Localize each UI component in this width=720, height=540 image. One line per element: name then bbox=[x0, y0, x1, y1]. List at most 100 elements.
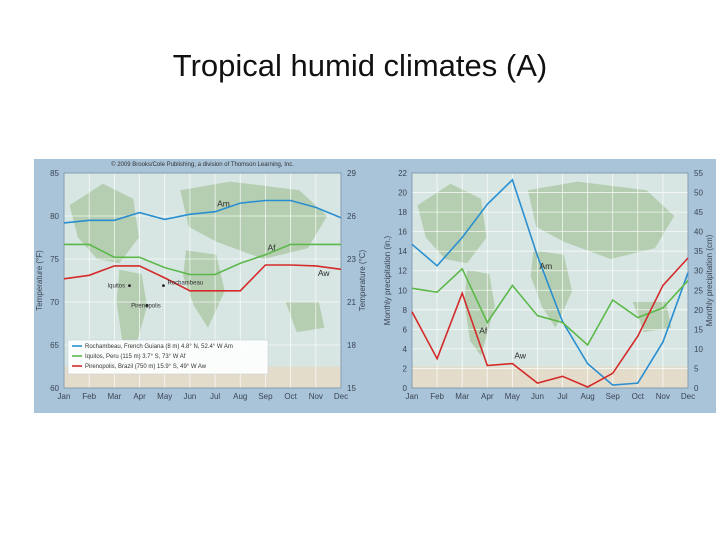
continent-shape bbox=[69, 183, 139, 264]
series-tag-aw: Aw bbox=[514, 351, 527, 361]
series-line-af bbox=[411, 267, 689, 347]
x-tick-label: Jul bbox=[557, 392, 567, 401]
legend: Rochambeau, French Guiana (8 m) 4.8° N, … bbox=[67, 339, 269, 375]
precipitation-cm-axis-label: Monthly precipitation (cm) bbox=[705, 234, 714, 326]
x-tick-label: Dec bbox=[681, 392, 695, 401]
y-tick-label: 0 bbox=[403, 384, 408, 393]
legend-entry: Pirenopolis, Brazil (750 m) 15.9° S, 49°… bbox=[85, 364, 207, 370]
y2-tick-label: 15 bbox=[694, 325, 703, 334]
y2-tick-label: 21 bbox=[347, 298, 356, 307]
x-tick-label: Nov bbox=[309, 392, 323, 401]
place-label: Pirenopolis bbox=[131, 303, 161, 309]
legend-entry: Rochambeau, French Guiana (8 m) 4.8° N, … bbox=[85, 344, 233, 350]
y-tick-label: 70 bbox=[50, 298, 59, 307]
y-tick-label: 65 bbox=[50, 341, 59, 350]
y-tick-label: 6 bbox=[403, 325, 408, 334]
temperature-c-axis-label: Temperature (°C) bbox=[358, 249, 367, 311]
x-tick-label: Jun bbox=[183, 392, 196, 401]
y-tick-label: 14 bbox=[398, 247, 407, 256]
place-markers: Rochambeau Iquitos Pirenopolis bbox=[107, 281, 203, 310]
series-tags: Am Af Aw bbox=[479, 261, 552, 361]
continent-shape bbox=[530, 250, 573, 328]
series-tag-aw: Aw bbox=[318, 268, 331, 278]
x-tick-label: Dec bbox=[334, 392, 348, 401]
x-tick-label: Oct bbox=[632, 392, 645, 401]
place-dot bbox=[128, 284, 131, 288]
x-tick-label: Mar bbox=[107, 392, 121, 401]
slide-title: Tropical humid climates (A) bbox=[172, 48, 548, 83]
climate-charts-svg: Jan Feb Mar Apr May Jun Jul Aug Sep Oct Nov Dec8580… bbox=[35, 161, 714, 401]
series-line-am bbox=[63, 199, 342, 224]
legend-entry: Iquitos, Peru (115 m) 3.7° S, 73° W Af bbox=[85, 354, 186, 360]
continent-shape bbox=[183, 250, 225, 328]
y-tick-label: 22 bbox=[398, 169, 407, 178]
y2-tick-label: 26 bbox=[347, 212, 356, 221]
x-tick-label: Feb bbox=[430, 392, 444, 401]
x-tick-label: Aug bbox=[581, 392, 595, 401]
place-dot bbox=[145, 304, 149, 307]
place-dot bbox=[162, 284, 165, 288]
y-tick-label: 18 bbox=[398, 208, 407, 217]
legend-box bbox=[67, 339, 269, 375]
precipitation-ticks: Jan Feb Mar Apr May Jun Jul Aug Sep Oct Nov Dec2220… bbox=[398, 169, 703, 401]
y-tick-label: 20 bbox=[398, 189, 407, 198]
temperature-ticks: Jan Feb Mar Apr May Jun Jul Aug Sep Oct Nov Dec 85 80… bbox=[50, 169, 356, 401]
x-tick-label: Aug bbox=[233, 392, 247, 401]
y2-tick-label: 40 bbox=[694, 228, 703, 237]
y-tick-label: 85 bbox=[50, 169, 59, 178]
series-tag-am: Am bbox=[217, 199, 230, 209]
y2-tick-label: 23 bbox=[347, 255, 356, 264]
series-tag-am: Am bbox=[539, 261, 552, 271]
y2-tick-label: 45 bbox=[694, 208, 703, 217]
y2-tick-label: 35 bbox=[694, 247, 703, 256]
x-tick-label: May bbox=[157, 392, 172, 401]
x-tick-label: Feb bbox=[82, 392, 96, 401]
y-tick-label: 60 bbox=[50, 384, 59, 393]
y2-tick-label: 5 bbox=[694, 364, 699, 373]
series-tag-af: Af bbox=[479, 326, 488, 336]
temperature-series bbox=[63, 199, 342, 292]
y-tick-label: 80 bbox=[50, 212, 59, 221]
series-line-am bbox=[411, 178, 689, 386]
x-tick-label: May bbox=[505, 392, 520, 401]
y-tick-label: 10 bbox=[398, 286, 407, 295]
y2-tick-label: 15 bbox=[347, 384, 356, 393]
y-tick-label: 12 bbox=[398, 267, 407, 276]
y2-tick-label: 0 bbox=[694, 384, 699, 393]
plot-frame bbox=[63, 172, 342, 389]
y2-tick-label: 18 bbox=[347, 341, 356, 350]
y-tick-label: 8 bbox=[403, 306, 408, 315]
temperature-chart: Jan Feb Mar Apr May Jun Jul Aug Sep Oct Nov Dec 85 80… bbox=[35, 161, 367, 401]
x-tick-label: Jan bbox=[406, 392, 419, 401]
y-tick-label: 75 bbox=[50, 255, 59, 264]
x-tick-label: Jan bbox=[58, 392, 71, 401]
x-tick-label: Apr bbox=[133, 392, 146, 401]
y2-tick-label: 50 bbox=[694, 189, 703, 198]
copyright-notice: © 2009 Brooks/Cole Publishing, a divisio… bbox=[111, 161, 294, 168]
y2-tick-label: 10 bbox=[694, 345, 703, 354]
series-tag-af: Af bbox=[267, 243, 276, 253]
series-line-af bbox=[64, 243, 341, 276]
series-tags: Am Af Aw bbox=[217, 199, 330, 278]
x-tick-label: Apr bbox=[481, 392, 494, 401]
y2-tick-label: 20 bbox=[694, 306, 703, 315]
precipitation-in-axis-label: Monthly precipitation (in.) bbox=[383, 235, 392, 325]
x-tick-label: Jul bbox=[210, 392, 220, 401]
x-tick-label: Sep bbox=[606, 392, 621, 401]
precipitation-chart: Jan Feb Mar Apr May Jun Jul Aug Sep Oct Nov Dec2220… bbox=[383, 169, 714, 401]
series-line-aw bbox=[411, 257, 689, 388]
x-tick-label: Jun bbox=[531, 392, 544, 401]
x-tick-label: Mar bbox=[455, 392, 469, 401]
place-label: Rochambeau bbox=[167, 281, 203, 287]
x-tick-label: Nov bbox=[656, 392, 670, 401]
continent-shape bbox=[285, 302, 325, 333]
antarctica-band bbox=[412, 366, 688, 388]
y2-tick-label: 30 bbox=[694, 267, 703, 276]
y2-tick-label: 25 bbox=[694, 286, 703, 295]
series-line-aw bbox=[63, 264, 342, 292]
x-tick-label: Sep bbox=[258, 392, 273, 401]
y2-tick-label: 29 bbox=[347, 169, 356, 178]
place-label: Iquitos bbox=[107, 284, 125, 290]
y2-tick-label: 55 bbox=[694, 169, 703, 178]
y-tick-label: 2 bbox=[403, 364, 408, 373]
